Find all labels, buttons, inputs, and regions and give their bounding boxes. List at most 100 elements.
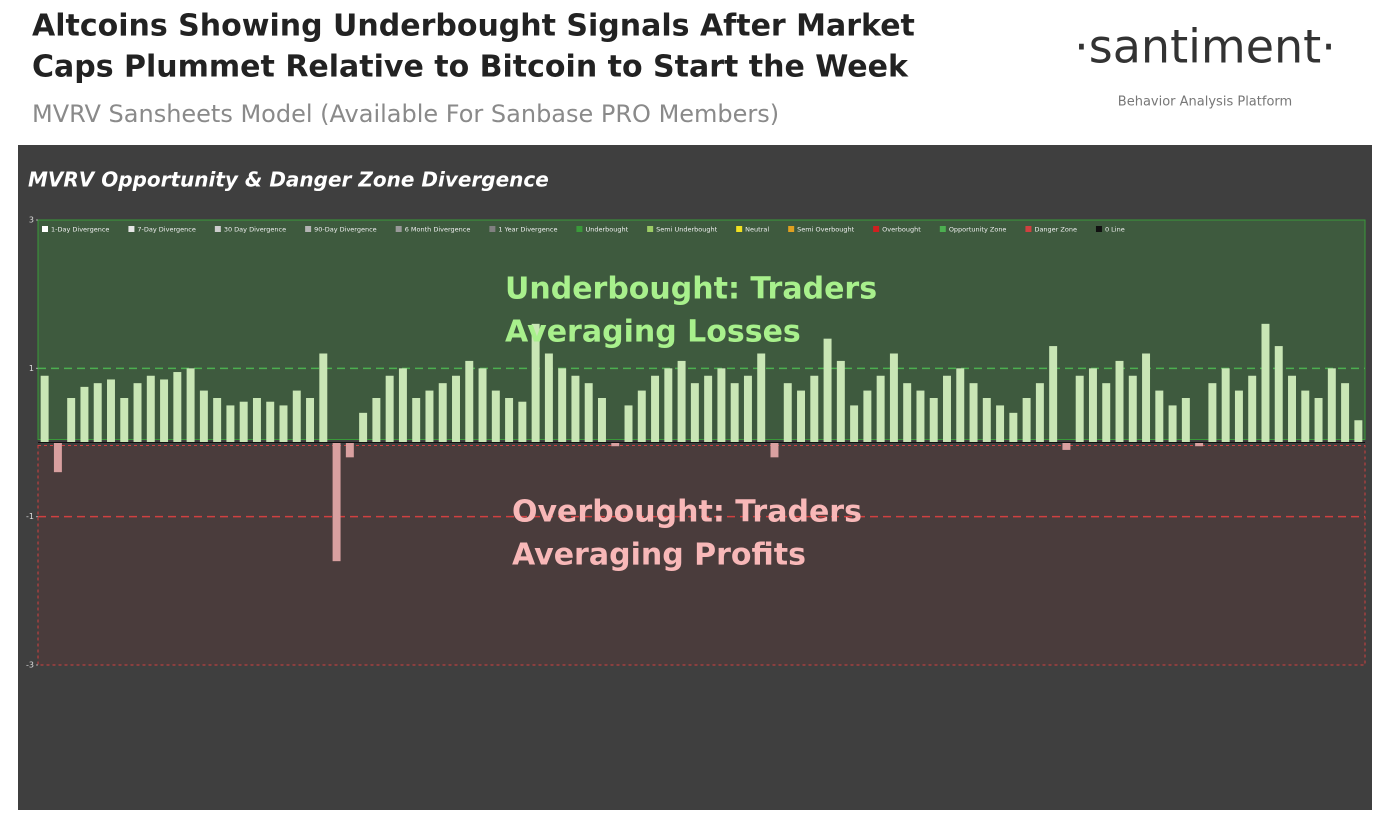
bar bbox=[929, 398, 938, 443]
bar bbox=[319, 353, 328, 443]
bar bbox=[1314, 398, 1323, 443]
legend-swatch bbox=[736, 226, 743, 232]
bar bbox=[213, 398, 222, 443]
bar bbox=[730, 383, 739, 443]
bar bbox=[876, 375, 885, 443]
legend-label: Semi Underbought bbox=[656, 226, 717, 234]
annotation: Averaging Losses bbox=[505, 315, 801, 350]
bar bbox=[332, 442, 341, 562]
bar bbox=[438, 383, 447, 443]
bar bbox=[226, 405, 235, 443]
bar bbox=[359, 412, 368, 443]
legend-label: Danger Zone bbox=[1034, 226, 1077, 234]
legend-swatch bbox=[788, 226, 795, 232]
bar bbox=[1168, 405, 1177, 443]
chart-title: MVRV Opportunity & Danger Zone Divergenc… bbox=[28, 168, 549, 192]
legend-label: 0 Line bbox=[1105, 226, 1125, 234]
bar bbox=[252, 398, 261, 443]
legend-swatch bbox=[305, 226, 312, 232]
bar bbox=[266, 401, 275, 443]
bar bbox=[160, 379, 169, 443]
bar bbox=[1261, 323, 1270, 443]
bar bbox=[345, 442, 354, 458]
bar bbox=[637, 390, 646, 443]
legend-swatch bbox=[395, 226, 402, 232]
legend-label: Opportunity Zone bbox=[949, 226, 1007, 234]
y-tick-label: 3 bbox=[29, 216, 34, 225]
bar bbox=[1088, 368, 1097, 443]
legend-label: 1 Year Divergence bbox=[498, 226, 557, 234]
bar bbox=[505, 398, 514, 443]
bar bbox=[823, 338, 832, 443]
legend-label: Overbought bbox=[882, 226, 921, 234]
annotation: Averaging Profits bbox=[512, 538, 806, 573]
legend-swatch bbox=[1095, 226, 1102, 232]
annotation: Overbought: Traders bbox=[512, 495, 862, 530]
bar bbox=[1221, 368, 1230, 443]
legend-label: Semi Overbought bbox=[797, 226, 854, 234]
bar bbox=[465, 360, 474, 443]
bar bbox=[67, 398, 76, 443]
legend-swatch bbox=[128, 226, 135, 232]
bar bbox=[518, 401, 527, 443]
legend-swatch bbox=[489, 226, 496, 232]
bar bbox=[743, 375, 752, 443]
bar bbox=[757, 353, 766, 443]
bar bbox=[1102, 383, 1111, 443]
bar bbox=[584, 383, 593, 443]
legend-label: Neutral bbox=[745, 226, 769, 234]
bar bbox=[1208, 383, 1217, 443]
bar bbox=[943, 375, 951, 443]
bar bbox=[611, 442, 620, 447]
bar bbox=[1195, 442, 1204, 447]
bar bbox=[1155, 390, 1164, 443]
bar bbox=[690, 383, 699, 443]
legend-label: 7-Day Divergence bbox=[137, 226, 195, 234]
bar bbox=[239, 401, 248, 443]
bar bbox=[1062, 442, 1071, 450]
danger-area bbox=[37, 445, 1366, 666]
legend-label: Underbought bbox=[585, 226, 628, 234]
bar bbox=[624, 405, 633, 443]
bar bbox=[863, 390, 872, 443]
bar bbox=[571, 375, 580, 443]
legend-label: 6 Month Divergence bbox=[405, 226, 471, 234]
bar bbox=[677, 360, 686, 443]
title-line: Altcoins Showing Underbought Signals Aft… bbox=[32, 9, 915, 44]
legend-swatch bbox=[214, 226, 221, 232]
bar bbox=[133, 383, 142, 443]
bar bbox=[704, 375, 713, 443]
legend-swatch bbox=[939, 226, 946, 232]
bar bbox=[1142, 353, 1151, 443]
bar bbox=[717, 368, 726, 443]
bar bbox=[651, 375, 660, 443]
legend-swatch bbox=[873, 226, 880, 232]
bar bbox=[372, 398, 381, 443]
bar bbox=[797, 390, 806, 443]
bar bbox=[903, 383, 912, 443]
bar bbox=[1035, 383, 1044, 443]
bar bbox=[412, 398, 421, 443]
bar bbox=[385, 375, 394, 443]
bar bbox=[1327, 368, 1336, 443]
legend-swatch bbox=[1025, 226, 1032, 232]
bar bbox=[544, 353, 553, 443]
bar bbox=[1115, 360, 1124, 443]
bar bbox=[956, 368, 965, 443]
bar bbox=[425, 390, 434, 443]
bar bbox=[996, 405, 1005, 443]
bar bbox=[1301, 390, 1310, 443]
bar bbox=[53, 442, 62, 473]
bar bbox=[306, 398, 315, 443]
bar bbox=[186, 368, 195, 443]
bar bbox=[969, 383, 978, 443]
brand-name: ·santiment· bbox=[1074, 20, 1336, 74]
bar bbox=[398, 368, 407, 443]
bar bbox=[199, 390, 208, 443]
bar bbox=[836, 360, 845, 443]
bar bbox=[531, 323, 540, 443]
bar bbox=[292, 390, 301, 443]
bar bbox=[1354, 420, 1363, 443]
